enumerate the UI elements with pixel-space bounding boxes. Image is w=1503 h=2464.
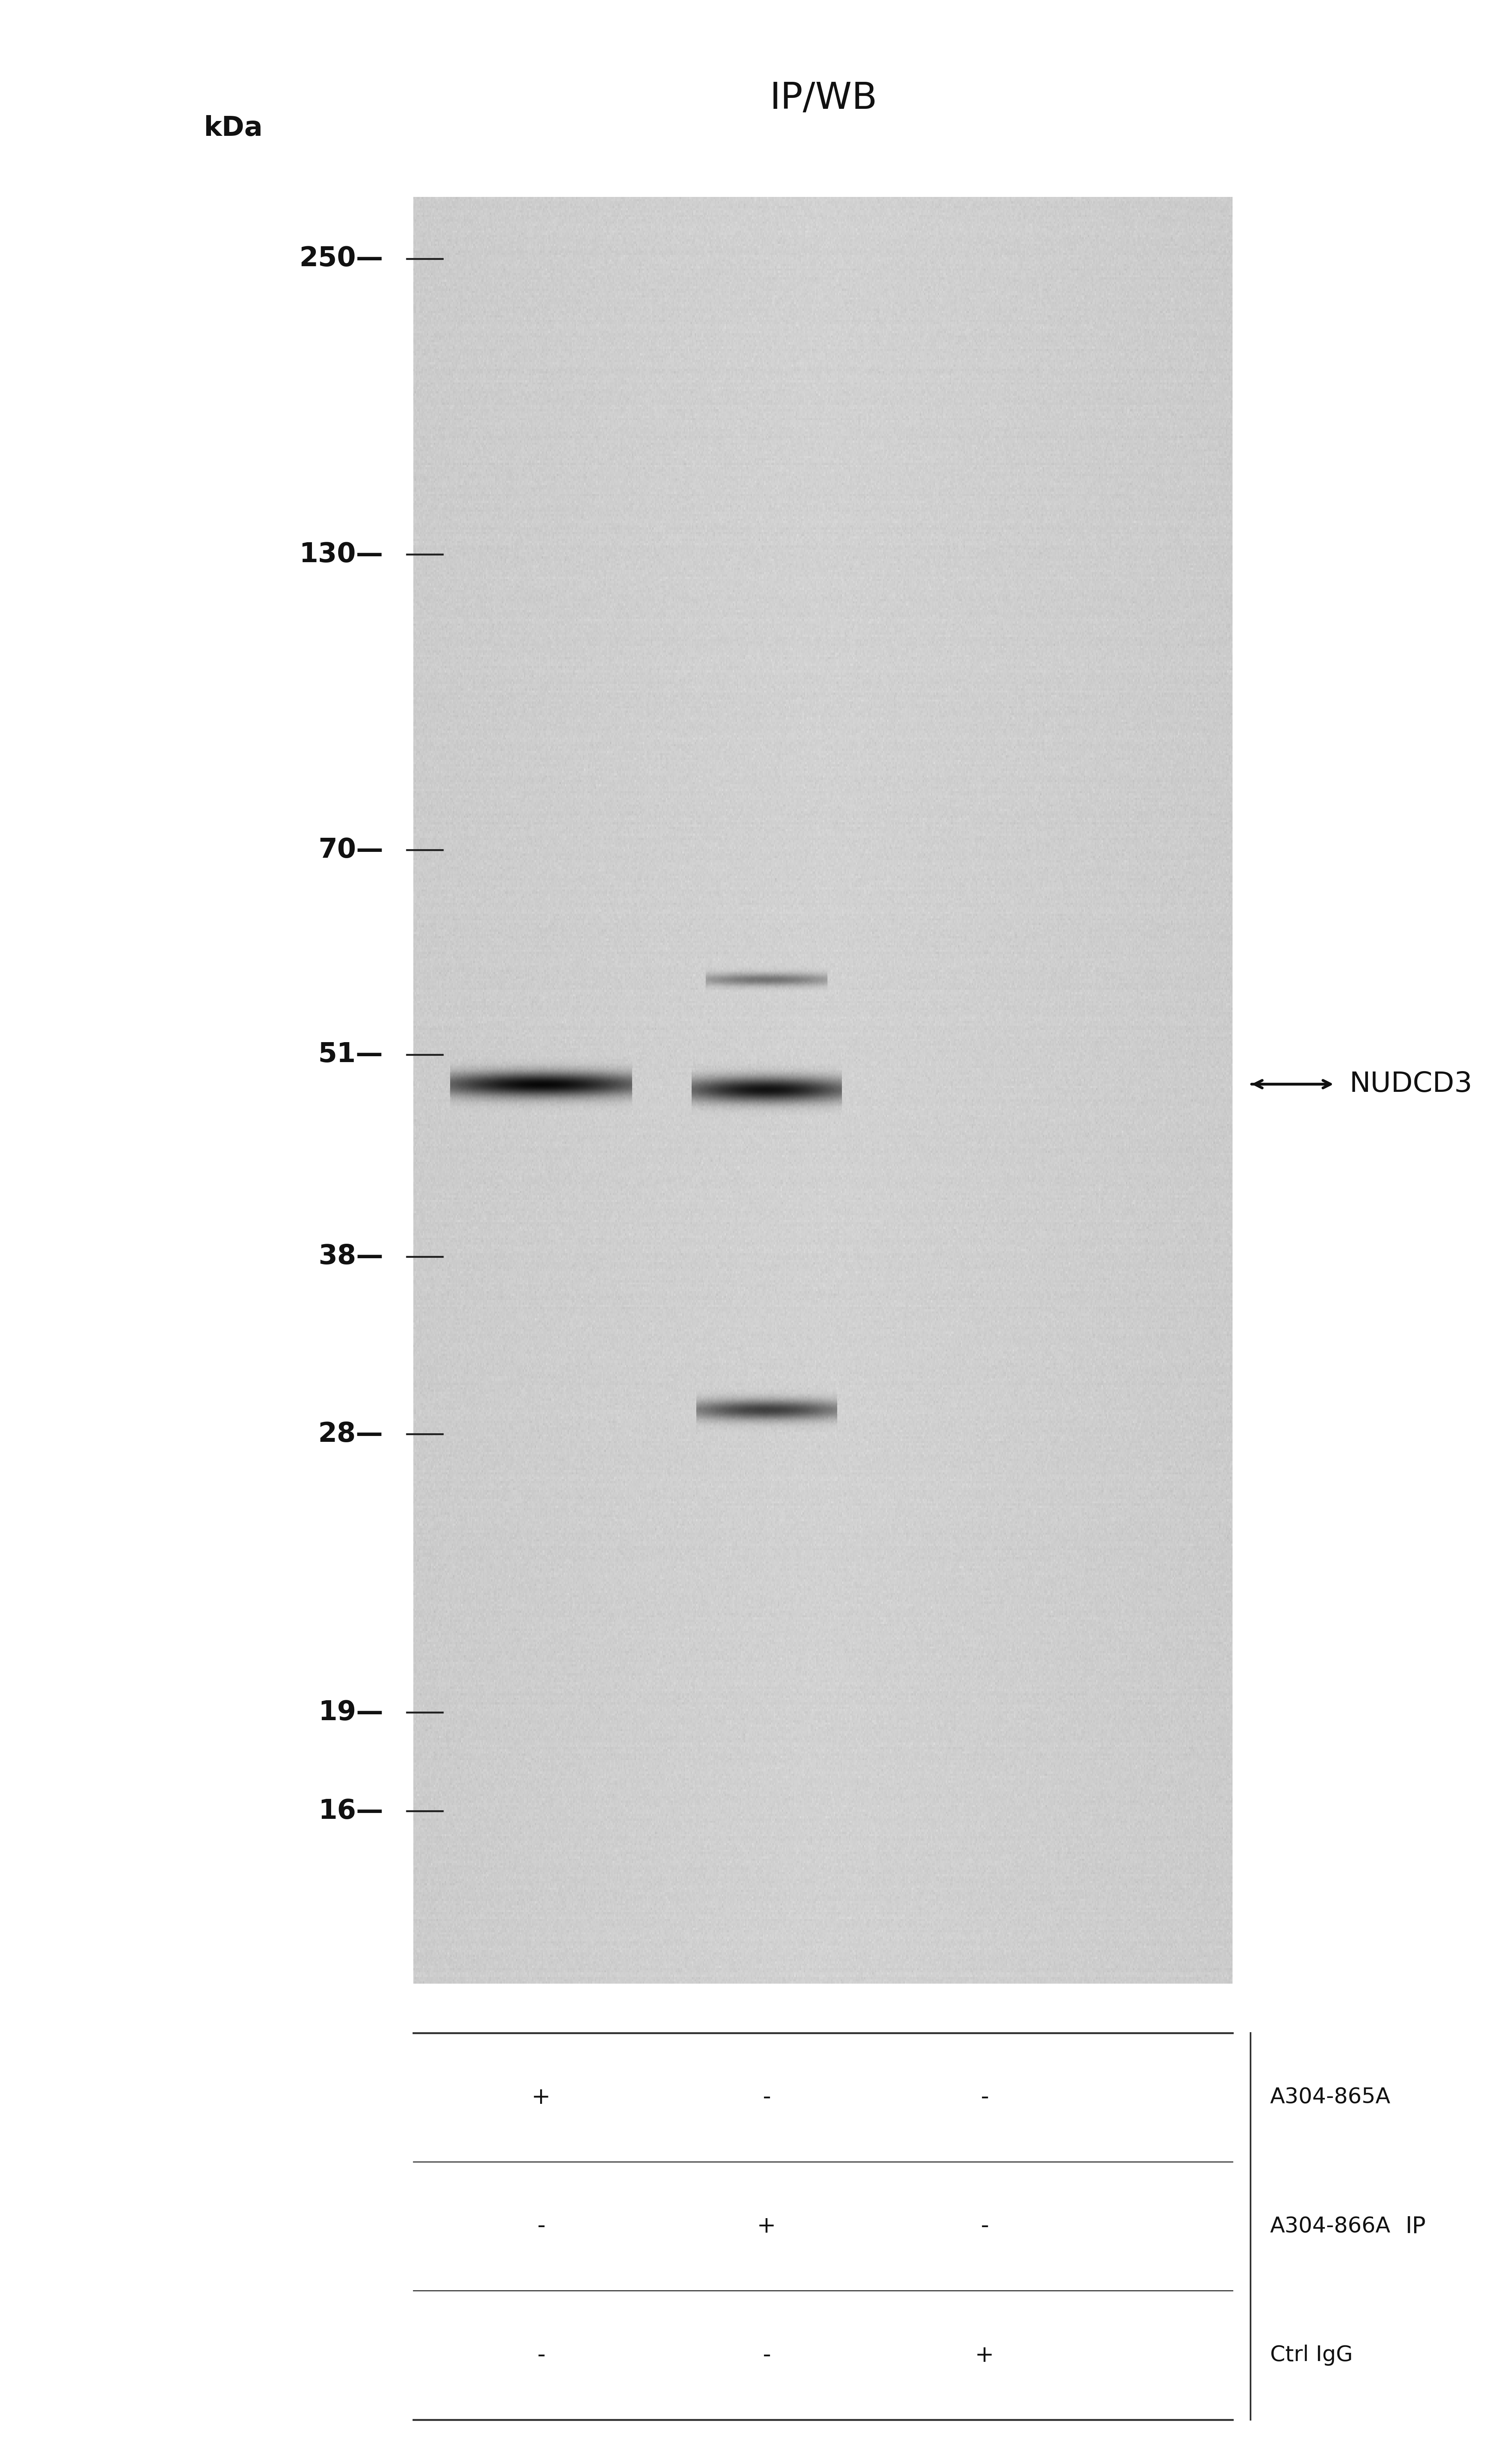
Text: 19—: 19— xyxy=(319,1700,383,1725)
Text: 70—: 70— xyxy=(319,838,383,862)
Text: 16—: 16— xyxy=(319,1799,383,1823)
Text: 51—: 51— xyxy=(319,1042,383,1067)
Text: 130—: 130— xyxy=(299,542,383,567)
Text: -: - xyxy=(762,2343,771,2365)
Text: A304-866A: A304-866A xyxy=(1270,2215,1390,2237)
Text: 28—: 28— xyxy=(319,1422,383,1446)
Text: NUDCD3: NUDCD3 xyxy=(1350,1072,1473,1096)
Text: kDa: kDa xyxy=(203,116,263,140)
Text: 250—: 250— xyxy=(299,246,383,271)
Text: 38—: 38— xyxy=(319,1244,383,1269)
Text: IP/WB: IP/WB xyxy=(770,81,878,116)
Text: +: + xyxy=(532,2087,550,2109)
Text: -: - xyxy=(980,2087,989,2109)
Text: -: - xyxy=(537,2343,546,2365)
Text: Ctrl IgG: Ctrl IgG xyxy=(1270,2346,1353,2365)
Text: -: - xyxy=(980,2215,989,2237)
Text: -: - xyxy=(537,2215,546,2237)
Text: IP: IP xyxy=(1405,2215,1426,2237)
Text: -: - xyxy=(762,2087,771,2109)
Text: +: + xyxy=(758,2215,776,2237)
Text: A304-865A: A304-865A xyxy=(1270,2087,1390,2107)
Text: +: + xyxy=(975,2343,993,2365)
